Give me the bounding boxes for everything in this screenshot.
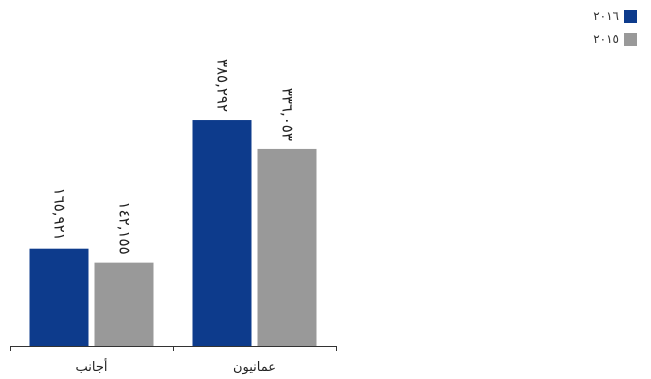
legend-label-2015: ٢٠١٥ (593, 32, 619, 46)
data-label: ٣٣٦,٠٥٣ (279, 88, 297, 141)
legend-swatch-2015 (624, 32, 637, 46)
chart-legend: ٢٠١٦ ٢٠١٥ (593, 9, 637, 55)
legend-item-2016: ٢٠١٦ (593, 9, 637, 23)
data-label: ٣٨٥,٢٩٢ (214, 59, 232, 112)
bar (257, 148, 317, 346)
legend-label-2016: ٢٠١٦ (593, 9, 619, 23)
legend-swatch-2016 (624, 9, 637, 23)
legend-item-2015: ٢٠١٥ (593, 32, 637, 46)
data-label: ١٦٥,٩٢١ (51, 188, 69, 241)
x-tick-label: عمانيون (233, 360, 276, 375)
x-tick-label: أجانب (76, 358, 108, 375)
bar (192, 120, 252, 346)
bar (94, 262, 154, 346)
data-label: ١٤٢,١٥٥ (116, 202, 134, 255)
bar (29, 248, 89, 346)
